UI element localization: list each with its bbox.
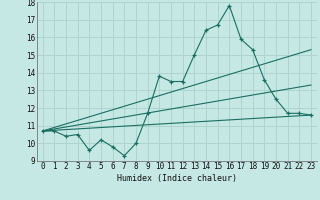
X-axis label: Humidex (Indice chaleur): Humidex (Indice chaleur) (117, 174, 237, 183)
